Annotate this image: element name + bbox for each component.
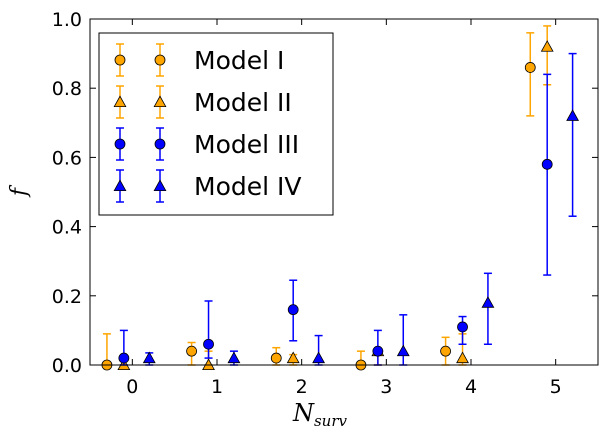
data-point	[202, 358, 215, 371]
legend-marker	[114, 138, 126, 150]
data-point	[270, 352, 282, 364]
axis-ticks: 0.0 0.2 0.4 0.6 0.8 1.0 0 1 2 3 4 5	[52, 9, 598, 398]
data-point	[456, 351, 469, 364]
x-tick-label: 5	[550, 376, 562, 398]
x-tick-label: 1	[211, 376, 223, 398]
data-point	[566, 109, 580, 121]
x-axis-label-subscript: surv	[314, 412, 348, 426]
legend-marker	[153, 95, 167, 107]
legend-label: Model I	[194, 46, 284, 75]
legend-item: Model IV	[113, 169, 301, 203]
data-point	[541, 158, 553, 170]
data-point	[227, 351, 241, 364]
legend-label: Model III	[194, 130, 299, 159]
legend-marker	[114, 54, 126, 66]
legend-box	[98, 32, 334, 216]
data-point	[118, 352, 130, 364]
data-point	[524, 62, 536, 73]
legend-marker	[154, 138, 166, 150]
x-axis-label: Nsurv	[292, 399, 348, 426]
data-point	[457, 321, 468, 333]
x-tick-label: 4	[465, 376, 477, 398]
data-point	[481, 296, 495, 308]
plot-frame	[89, 18, 599, 366]
x-axis-label-main: N	[292, 399, 315, 426]
legend-label: Model IV	[194, 172, 301, 201]
y-tick-label: 0.8	[52, 78, 82, 100]
legend-item: Model III	[114, 127, 299, 161]
data-point	[287, 304, 299, 316]
legend: Model I Model II Model III Model IV	[98, 32, 334, 216]
y-tick-label: 0.4	[52, 217, 82, 239]
legend-marker	[154, 54, 166, 66]
data-point	[540, 40, 554, 52]
x-tick-label: 0	[126, 376, 138, 398]
data-point	[312, 351, 326, 364]
data-point	[142, 351, 156, 364]
data-point	[203, 338, 214, 350]
legend-marker	[153, 179, 167, 192]
series-3	[118, 73, 553, 366]
y-axis-label: f	[7, 184, 32, 198]
y-tick-label: 1.0	[52, 9, 82, 31]
x-tick-label: 3	[380, 376, 392, 398]
legend-label: Model II	[194, 88, 292, 117]
legend-item: Model I	[114, 43, 284, 77]
data-point	[286, 351, 300, 364]
y-tick-label: 0.2	[52, 286, 82, 308]
data-point	[440, 345, 452, 357]
y-tick-label: 0.0	[52, 355, 82, 377]
data-point	[186, 345, 198, 357]
x-tick-label: 2	[296, 376, 308, 398]
legend-marker	[113, 179, 127, 192]
legend-marker	[113, 95, 127, 107]
y-tick-label: 0.6	[52, 147, 82, 169]
legend-item: Model II	[113, 85, 292, 119]
data-point	[372, 345, 384, 357]
data-point	[396, 344, 410, 357]
